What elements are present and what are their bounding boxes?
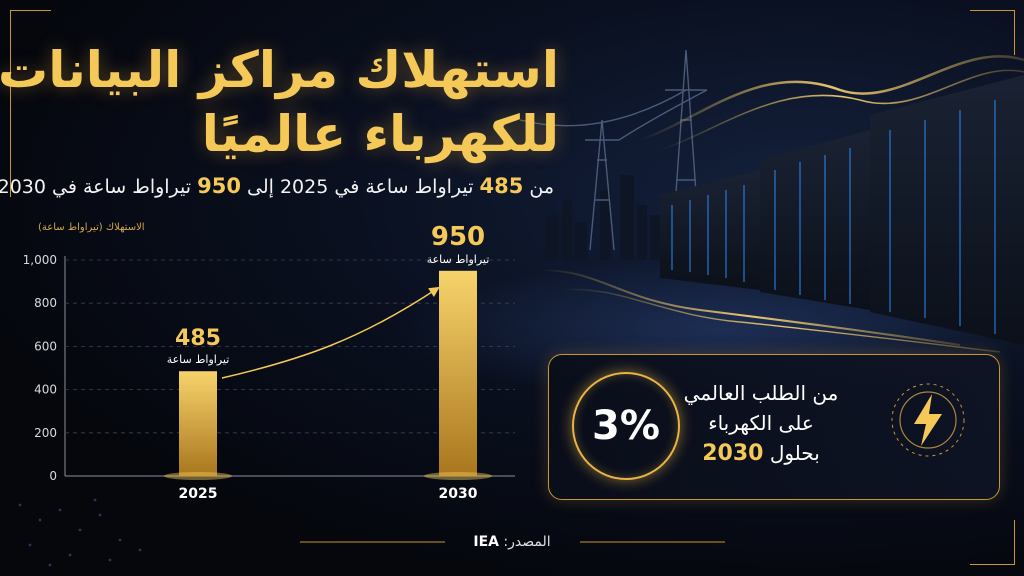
card-line-1: من الطلب العالمي [683, 381, 839, 405]
city-skyline [545, 175, 662, 260]
light-streaks [539, 55, 1024, 353]
y-tick-label: 1,000 [23, 253, 57, 267]
card-line-3-year: 2030 [702, 441, 764, 466]
percent-value: 3% [592, 403, 660, 449]
page-title: استهلاك مراكز البيانات للكهرباء عالميًا [0, 38, 559, 166]
subtitle: من 485 تيراواط ساعة في 2025 إلى 950 تيرا… [0, 174, 554, 198]
stat-card-text: من الطلب العالمي على الكهرباء بحلول 2030 [661, 378, 861, 469]
bar-base-glow [163, 472, 233, 480]
source-line: المصدر: IEA [0, 534, 1024, 550]
x-tick-label: 2025 [179, 486, 218, 502]
server-racks [660, 75, 1024, 345]
y-tick-label: 600 [34, 339, 57, 353]
data-label-value: 950 [431, 222, 485, 252]
data-label-value: 485 [175, 326, 221, 351]
frame-corner-bottom-right [970, 520, 1015, 565]
y-tick-label: 0 [49, 469, 57, 483]
source-label: المصدر: [503, 534, 551, 550]
x-tick-label: 2030 [439, 486, 478, 502]
subtitle-part-3: تيراواط ساعة في 2030 [0, 176, 192, 198]
percent-ring: 3% [572, 372, 680, 480]
card-line-3: بحلول 2030 [661, 438, 861, 469]
subtitle-part-1: من [529, 176, 554, 198]
power-towers [519, 49, 708, 251]
growth-arrow [221, 286, 440, 379]
frame-corner-top-right [970, 10, 1015, 55]
data-label-unit: تيراواط ساعة [167, 353, 230, 366]
data-label-unit: تيراواط ساعة [427, 253, 490, 266]
subtitle-value-2: 950 [197, 174, 241, 198]
card-line-3-prefix: بحلول [769, 441, 820, 465]
title-line-2: للكهرباء عالميًا [201, 105, 559, 163]
lightning-bolt-icon [891, 383, 965, 457]
bar-2025 [179, 371, 217, 476]
y-tick-label: 800 [34, 296, 57, 310]
subtitle-value-1: 485 [479, 174, 524, 198]
bar-2030 [439, 270, 477, 476]
card-line-2: على الكهرباء [708, 411, 814, 435]
y-tick-label: 400 [34, 383, 57, 397]
bar-base-glow [423, 472, 493, 480]
frame-corner-top-left [10, 10, 51, 197]
y-tick-label: 200 [34, 426, 57, 440]
globe-dots [18, 498, 142, 567]
y-axis-title: الاستهلاك (تيراواط ساعة) [38, 222, 145, 233]
title-line-1: استهلاك مراكز البيانات [0, 41, 559, 99]
source-value: IEA [473, 534, 499, 550]
subtitle-part-2: تيراواط ساعة في 2025 إلى [247, 176, 474, 198]
